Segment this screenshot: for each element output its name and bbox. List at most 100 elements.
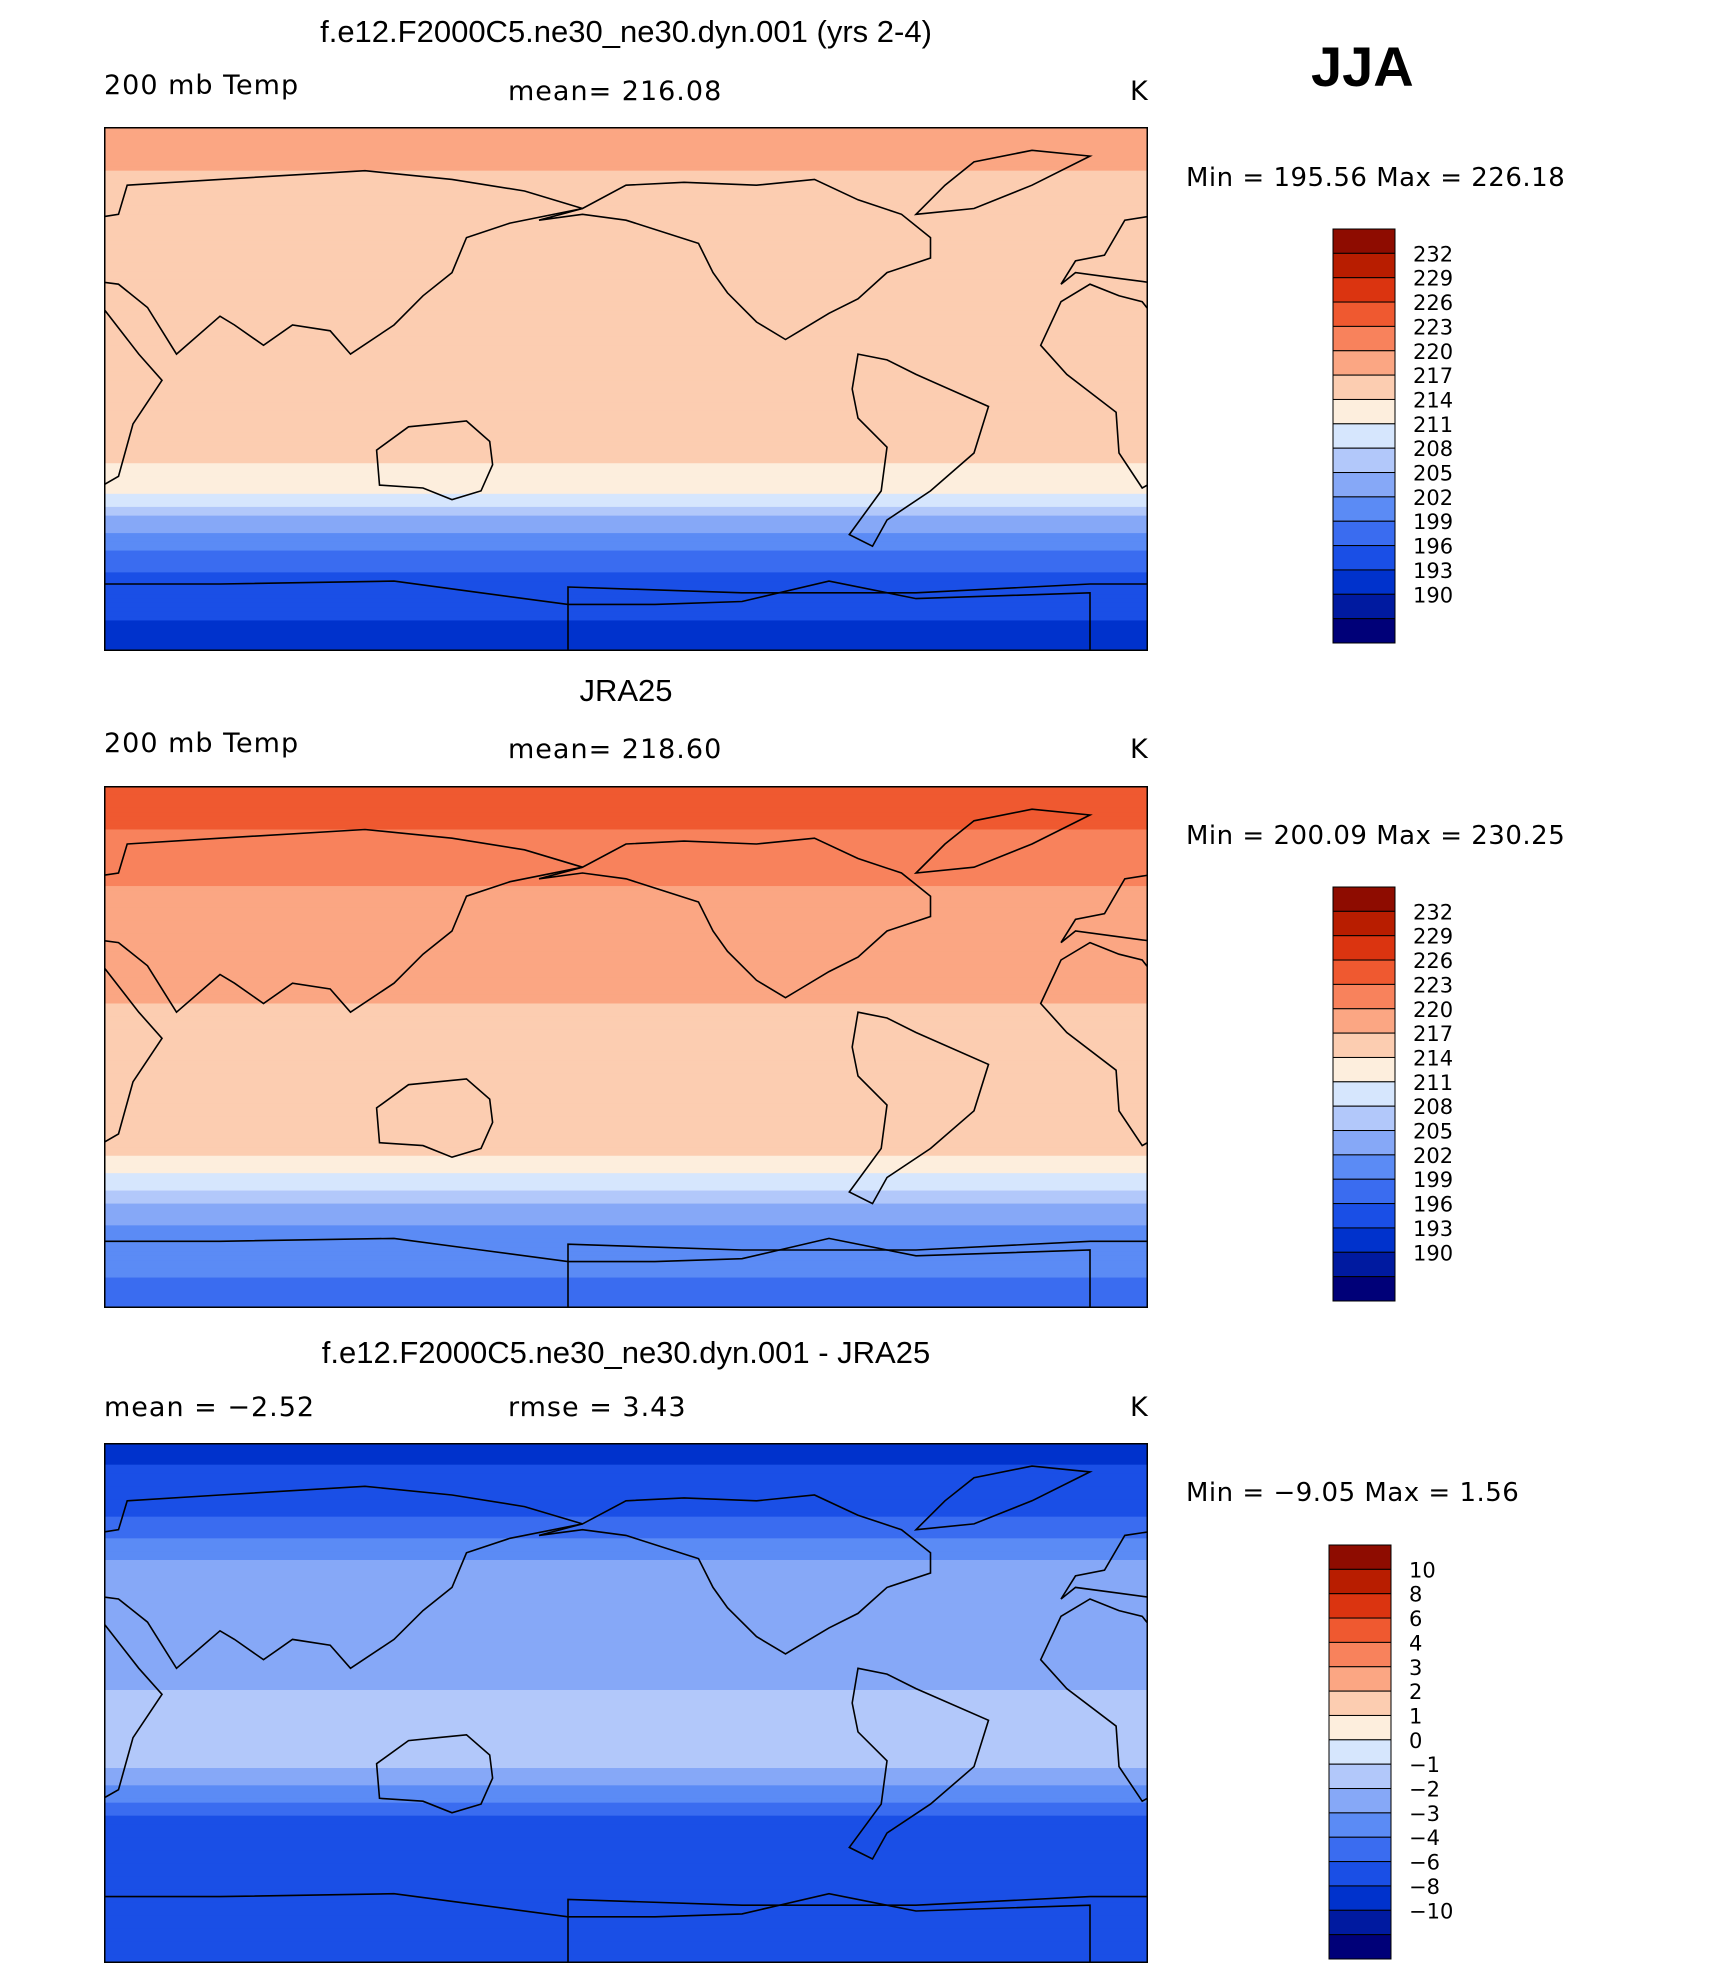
colorbar-tick-label: 193 — [1413, 1217, 1453, 1241]
field-band — [104, 480, 1148, 486]
colorbar-box — [1332, 350, 1396, 376]
colorbar-tick-label: −6 — [1409, 1851, 1440, 1875]
field-band — [104, 1203, 1148, 1209]
colorbar-tick-label: 214 — [1413, 388, 1453, 412]
field-band — [104, 1020, 1148, 1026]
field-band — [104, 1221, 1148, 1226]
colorbar-tick-label: 217 — [1413, 1022, 1453, 1046]
coastline — [538, 1494, 932, 1655]
field-band — [104, 1750, 1148, 1756]
field-band — [104, 1958, 1148, 1963]
colorbar-tick-label: 3 — [1409, 1656, 1422, 1680]
field-band — [104, 1880, 1148, 1886]
field-band — [104, 1928, 1148, 1934]
panel-3-mean-label: mean = −2.52 — [104, 1392, 316, 1423]
field-band — [104, 445, 1148, 451]
colorbar-tick-label: 205 — [1413, 1120, 1453, 1144]
field-band — [104, 1447, 1148, 1453]
panel-2-left-label: 200 mb Temp — [104, 728, 300, 759]
field-band — [104, 1103, 1148, 1109]
field-band — [104, 524, 1148, 530]
field-band — [104, 637, 1148, 643]
colorbar-box — [1332, 618, 1396, 644]
field-band — [104, 842, 1148, 848]
field-band — [104, 1646, 1148, 1652]
field-band — [104, 244, 1148, 250]
field-band — [104, 624, 1148, 630]
field-band — [104, 1937, 1148, 1942]
field-band — [104, 572, 1148, 578]
colorbar-tick-label: 193 — [1413, 559, 1453, 583]
colorbar-box — [1332, 910, 1396, 937]
colorbar-tick-label: −3 — [1409, 1802, 1440, 1826]
field-band — [104, 1099, 1148, 1105]
field-band — [104, 1277, 1148, 1283]
colorbar-tick-label: 2 — [1409, 1680, 1422, 1704]
field-band — [104, 1007, 1148, 1013]
map-frame — [104, 786, 1148, 1308]
panel-1-minmax: Min = 195.56 Max = 226.18 — [1186, 163, 1566, 193]
field-band — [104, 292, 1148, 298]
colorbar-box — [1332, 1203, 1396, 1229]
colorbar-tick-label: 8 — [1409, 1583, 1422, 1607]
field-band — [104, 1120, 1148, 1126]
field-band — [104, 1073, 1148, 1079]
field-band — [104, 1173, 1148, 1179]
field-band — [104, 816, 1148, 822]
field-band — [104, 284, 1148, 290]
field-band — [104, 790, 1148, 796]
field-band — [104, 1763, 1148, 1769]
field-band — [104, 1603, 1148, 1609]
colorbar-box — [1328, 1909, 1392, 1936]
field-band — [104, 1068, 1148, 1074]
panel-1-units: K — [1130, 76, 1149, 107]
field-band — [104, 1941, 1148, 1947]
field-band — [104, 1820, 1148, 1825]
field-band — [104, 131, 1148, 137]
panel-2-minmax: Min = 200.09 Max = 230.25 — [1186, 821, 1566, 851]
field-band — [104, 1633, 1148, 1639]
field-band — [104, 581, 1148, 587]
colorbar-box — [1332, 1227, 1396, 1253]
field-band — [104, 319, 1148, 325]
field-band — [104, 1642, 1148, 1648]
field-band — [104, 1659, 1148, 1665]
field-band — [104, 384, 1148, 390]
field-band — [104, 537, 1148, 543]
colorbar-box — [1332, 277, 1396, 303]
field-band — [104, 288, 1148, 294]
field-band — [104, 415, 1148, 421]
field-band — [104, 955, 1148, 961]
field-band — [104, 929, 1148, 935]
field-band — [104, 1555, 1148, 1561]
field-band — [104, 1534, 1148, 1539]
field-band — [104, 1594, 1148, 1600]
field-band — [104, 1303, 1148, 1308]
field-band — [104, 314, 1148, 320]
panel-3-title: f.e12.F2000C5.ne30_ne30.dyn.001 - JRA25 — [321, 1335, 931, 1370]
colorbar-box — [1328, 1812, 1392, 1838]
panel-1-title: f.e12.F2000C5.ne30_ne30.dyn.001 (yrs 2-4… — [320, 14, 932, 49]
field-band — [104, 1477, 1148, 1483]
field-band — [104, 1551, 1148, 1557]
field-band — [104, 183, 1148, 189]
field-band — [104, 1724, 1148, 1730]
field-band — [104, 1872, 1148, 1877]
colorbar-tick-label: −10 — [1409, 1899, 1453, 1923]
field-band — [104, 646, 1148, 651]
colorbar-box — [1328, 1617, 1392, 1643]
field-band — [104, 1586, 1148, 1591]
field-band — [104, 1177, 1148, 1183]
field-band — [104, 812, 1148, 818]
colorbar-tick-label: 211 — [1413, 1071, 1453, 1095]
field-band — [104, 820, 1148, 826]
field-band — [104, 196, 1148, 202]
field-band — [104, 563, 1148, 569]
field-band — [104, 1107, 1148, 1113]
field-band — [104, 240, 1148, 246]
field-band — [104, 218, 1148, 224]
field-band — [104, 946, 1148, 952]
colorbar-box — [1328, 1861, 1392, 1887]
panel-1-map — [104, 127, 1148, 651]
